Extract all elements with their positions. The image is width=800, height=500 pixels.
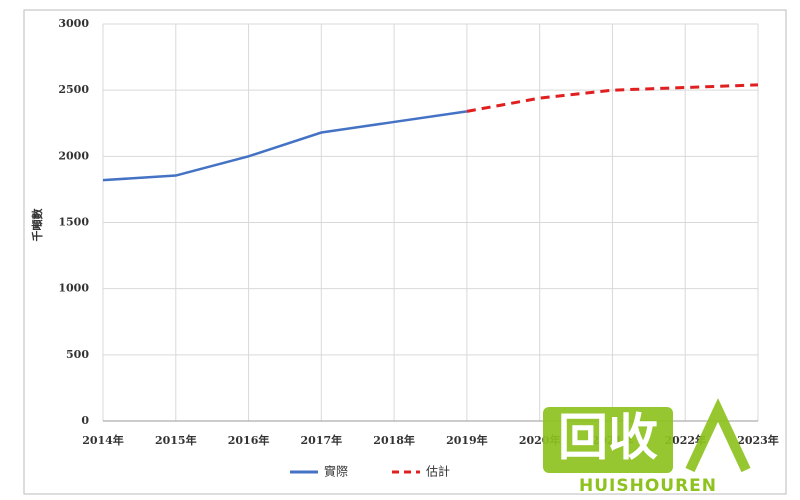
x-tick-label: 2023年	[737, 433, 779, 447]
watermark-icon	[685, 398, 751, 473]
watermark-box	[543, 407, 673, 473]
y-tick-label: 1000	[58, 282, 89, 295]
y-tick-label: 2500	[58, 83, 89, 96]
x-tick-label: 2015年	[155, 433, 197, 447]
x-tick-label: 2014年	[82, 433, 124, 447]
watermark-text: 回收	[558, 409, 658, 467]
watermark-subtext: HUISHOUREN	[579, 476, 717, 496]
y-tick-label: 500	[66, 348, 89, 361]
y-tick-label: 1500	[58, 216, 89, 229]
x-tick-label: 2022年	[664, 433, 706, 447]
x-tick-label: 2016年	[228, 433, 270, 447]
y-tick-label: 2000	[58, 149, 89, 162]
series-line	[102, 110, 468, 182]
x-tick-label: 2019年	[446, 433, 488, 447]
x-tick-label: 2018年	[373, 433, 415, 447]
legend-label: 實際	[324, 464, 348, 479]
y-axis-label: 千噸數	[30, 209, 44, 242]
y-tick-label: 0	[81, 414, 89, 427]
series-line	[466, 83, 759, 113]
x-tick-label: 2017年	[301, 433, 343, 447]
legend-label: 估計	[426, 464, 450, 479]
y-tick-label: 3000	[58, 17, 89, 30]
